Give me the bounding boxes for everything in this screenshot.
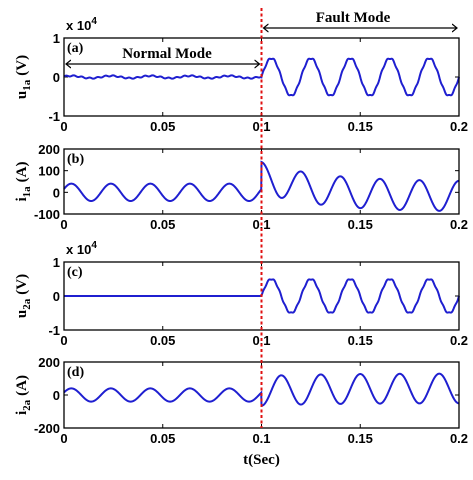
y-label-unit: (A) [14,162,30,183]
y-tick-label: 0 [53,388,60,403]
x-tick-label: 0.15 [348,217,373,232]
y-tick-label: 200 [38,142,60,157]
x-tick-label: 0.1 [252,431,270,446]
y-axis-label: i1a (A) [14,162,33,202]
x-tick-label: 0.05 [150,217,175,232]
y-tick-label: 200 [38,355,60,370]
exponent-base: x 10 [66,242,91,257]
x-axis-label: t(Sec) [243,452,280,468]
x-tick-label: 0.15 [348,333,373,348]
y-label-unit: (A) [14,375,30,396]
panel-tag: (a) [67,41,84,56]
x-tick-label: 0.15 [348,431,373,446]
y-tick-label: 1 [53,31,60,46]
x-tick-label: 0.15 [348,119,373,134]
y-tick-label: -200 [34,421,60,436]
x-tick-label: 0 [60,217,67,232]
panels: 00.050.10.150.210-1(a)x 104u1a(V)00.050.… [14,16,468,468]
y-label-main: u [14,310,30,318]
fault-mode-label: Fault Mode [316,10,391,26]
axis-exponent: x 104 [66,240,97,257]
y-axis-label: u1a (V) [14,55,33,99]
panel-tag: (c) [67,265,83,280]
y-tick-label: -1 [48,109,60,124]
panel-tag: (b) [67,152,84,167]
x-tick-label: 0.2 [450,333,468,348]
exponent-base: x 10 [66,18,91,33]
x-tick-label: 0.2 [450,119,468,134]
normal-mode-label: Normal Mode [122,46,212,62]
y-tick-label: 0 [53,289,60,304]
y-label-main: i [14,197,30,201]
exponent-power: 4 [91,240,97,251]
x-tick-label: 0 [60,119,67,134]
y-label-main: u [14,91,30,99]
y-tick-label: 1 [53,255,60,270]
y-label-unit: (V) [14,274,30,295]
y-tick-label: -1 [48,323,60,338]
x-tick-label: 0 [60,431,67,446]
y-label-sub: 2a [21,298,33,310]
x-tick-label: 0.2 [450,431,468,446]
x-tick-label: 0.05 [150,333,175,348]
x-tick-label: 0.05 [150,119,175,134]
normal-mode-label-bg [122,44,222,62]
y-label-sub: 2a [21,399,33,411]
y-tick-label: -100 [34,207,60,222]
x-tick-label: 0.2 [450,217,468,232]
y-label-sub: 1a [21,186,33,198]
y-axis-label: u2a (V) [14,274,33,318]
y-tick-label: 100 [38,164,60,179]
panel-tag: (d) [67,365,84,380]
axis-exponent: x 104 [66,16,97,33]
mode-annotations: Normal Mode Fault Mode [66,10,457,64]
y-label-unit: (V) [14,55,30,76]
y-tick-label: 0 [53,185,60,200]
x-tick-label: 0 [60,333,67,348]
y-tick-label: 0 [53,70,60,85]
y-label-sub: 1a [21,79,33,91]
x-tick-label: 0.05 [150,431,175,446]
y-axis-label: i2a (A) [14,375,33,415]
exponent-power: 4 [91,16,97,27]
y-label-main: i [14,411,30,415]
